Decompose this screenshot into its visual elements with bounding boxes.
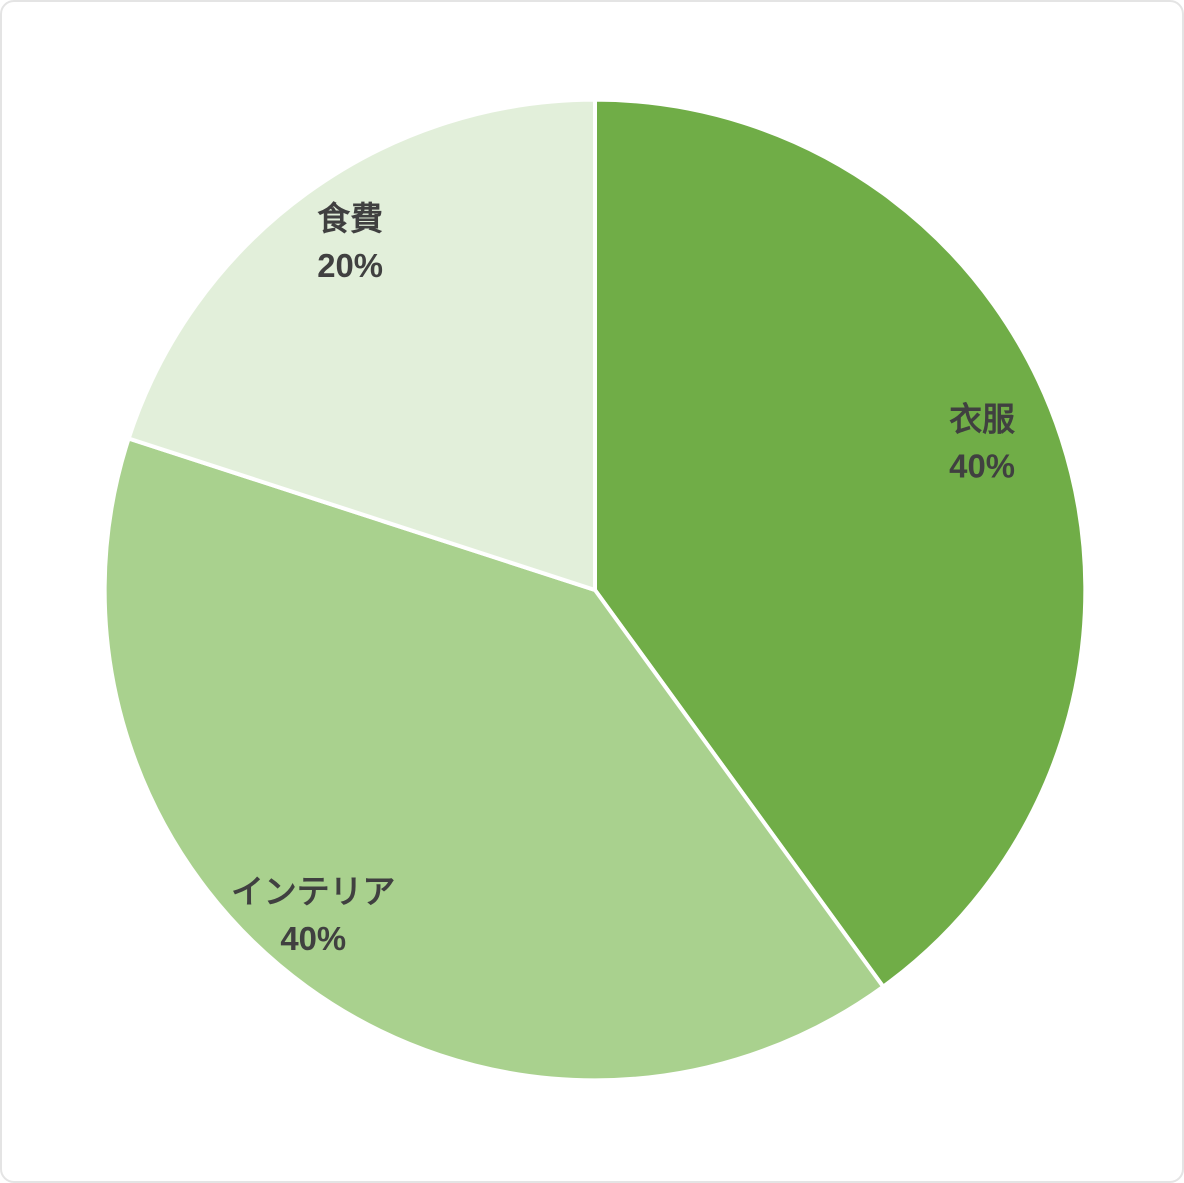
pie-slice-2 [102,436,886,1083]
pie-slice-3 [126,97,597,592]
pie-slice-1 [592,97,1088,989]
slice-category-label: 衣服 [949,401,1015,438]
slice-category-label: 食費 [317,200,383,237]
slice-category-label: インテリア [231,873,395,910]
slice-label-group: 衣服 40% [949,401,1015,485]
slice-percent-label: 40% [280,920,346,957]
slice-percent-label: 20% [317,247,383,284]
slice-label-group: 食費 20% [317,200,383,284]
slice-label-group: インテリア 40% [231,873,395,957]
slice-percent-label: 40% [949,448,1015,485]
